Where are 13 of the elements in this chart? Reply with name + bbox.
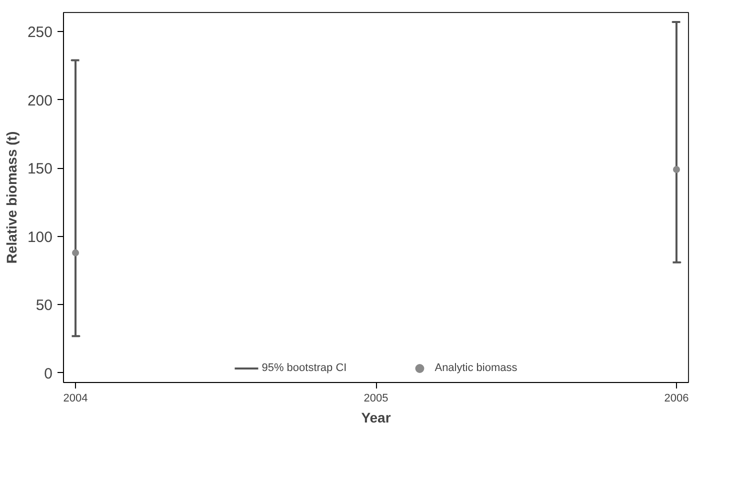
y-axis-title: Relative biomass (t) [3, 131, 20, 264]
legend-label: Analytic biomass [434, 362, 518, 374]
x-axis-title: Year [361, 410, 392, 426]
y-tick-label: 250 [27, 24, 53, 42]
x-tick-label: 2004 [63, 392, 88, 404]
y-tick-label: 100 [27, 228, 53, 246]
annotation: 95% bootstrap CI [262, 362, 347, 374]
y-tick-label: 200 [27, 92, 53, 110]
x-tick-label: 2006 [664, 392, 689, 404]
y-tick-label: 150 [27, 160, 53, 178]
x-tick-label: 2005 [364, 392, 388, 404]
y-tick-label: 50 [36, 297, 53, 314]
y-tick-label: 0 [44, 365, 52, 382]
